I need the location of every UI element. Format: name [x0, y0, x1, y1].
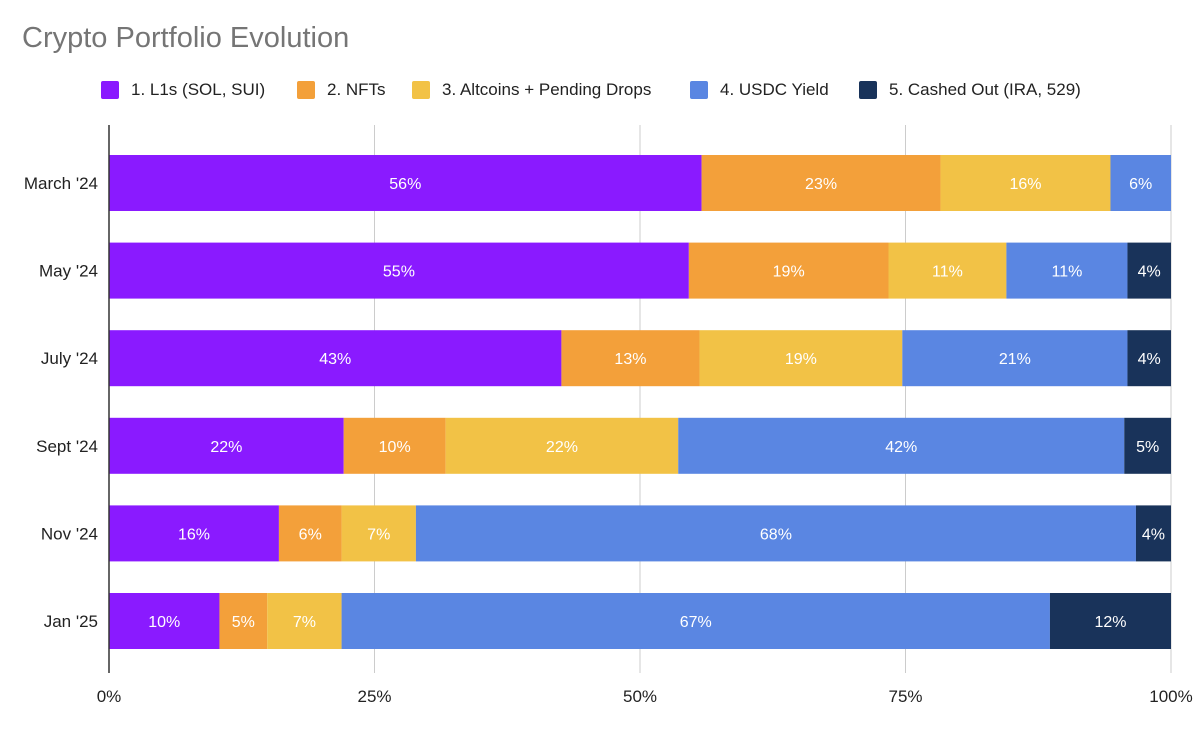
data-label-march-24-2-nfts: 23%	[805, 176, 837, 193]
x-tick-label-50: 50%	[623, 687, 657, 706]
data-label-march-24-1-l1s-sol-sui: 56%	[389, 176, 421, 193]
data-label-july-24-1-l1s-sol-sui: 43%	[319, 351, 351, 368]
x-tick-label-25: 25%	[357, 687, 391, 706]
data-label-sept-24-1-l1s-sol-sui: 22%	[210, 439, 242, 456]
x-tick-label-75: 75%	[888, 687, 922, 706]
data-label-july-24-2-nfts: 13%	[614, 351, 646, 368]
data-label-nov-24-4-usdc-yield: 68%	[760, 526, 792, 543]
data-label-nov-24-5-cashed-out-ira-529: 4%	[1142, 526, 1165, 543]
data-label-nov-24-1-l1s-sol-sui: 16%	[178, 526, 210, 543]
y-axis: March '24 May '24 July '24 Sept '24 Nov '24 J…	[24, 125, 109, 673]
category-label-may-24: May '24	[39, 262, 98, 281]
data-label-jan-25-1-l1s-sol-sui: 10%	[148, 614, 180, 631]
data-label-sept-24-3-altcoins-pending-drops: 22%	[546, 439, 578, 456]
category-label-march-24: March '24	[24, 174, 98, 193]
category-label-nov-24: Nov '24	[41, 524, 98, 543]
x-tick-label-100: 100%	[1149, 687, 1192, 706]
data-label-july-24-4-usdc-yield: 21%	[999, 351, 1031, 368]
data-label-may-24-2-nfts: 19%	[773, 264, 805, 281]
data-label-may-24-4-usdc-yield: 11%	[1052, 264, 1083, 281]
data-label-jan-25-2-nfts: 5%	[232, 614, 255, 631]
data-label-july-24-5-cashed-out-ira-529: 4%	[1138, 351, 1161, 368]
data-label-may-24-5-cashed-out-ira-529: 4%	[1138, 264, 1161, 281]
data-label-may-24-3-altcoins-pending-drops: 11%	[932, 264, 963, 281]
data-label-jan-25-5-cashed-out-ira-529: 12%	[1094, 614, 1126, 631]
x-axis: 0% 25% 50% 75% 100%	[97, 687, 1193, 706]
data-label-sept-24-4-usdc-yield: 42%	[885, 439, 917, 456]
data-label-jan-25-3-altcoins-pending-drops: 7%	[293, 614, 316, 631]
data-label-july-24-3-altcoins-pending-drops: 19%	[785, 351, 817, 368]
data-label-march-24-4-usdc-yield: 6%	[1129, 176, 1152, 193]
data-label-nov-24-2-nfts: 6%	[299, 526, 322, 543]
data-label-sept-24-2-nfts: 10%	[379, 439, 411, 456]
data-label-may-24-1-l1s-sol-sui: 55%	[383, 264, 415, 281]
data-label-sept-24-5-cashed-out-ira-529: 5%	[1136, 439, 1159, 456]
data-label-jan-25-4-usdc-yield: 67%	[680, 614, 712, 631]
category-label-july-24: July '24	[41, 349, 98, 368]
data-label-march-24-3-altcoins-pending-drops: 16%	[1009, 176, 1041, 193]
x-tick-label-0: 0%	[97, 687, 122, 706]
stacked-bar-chart: 56% 23% 16% 6% 55% 19% 11% 11% 4% 43% 13% 19% 21% 4% 2…	[0, 0, 1200, 731]
category-label-sept-24: Sept '24	[36, 437, 98, 456]
category-label-jan-25: Jan '25	[44, 612, 98, 631]
data-label-nov-24-3-altcoins-pending-drops: 7%	[367, 526, 390, 543]
